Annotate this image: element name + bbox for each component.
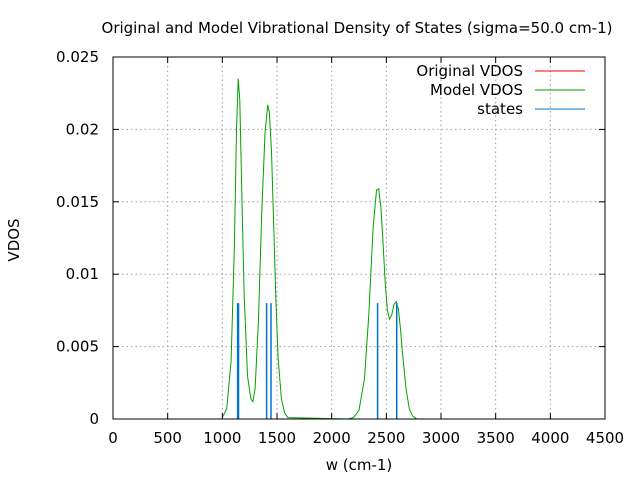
grid [113,57,605,419]
chart-title: Original and Model Vibrational Density o… [102,19,613,37]
x-tick-label: 4000 [531,429,569,447]
y-axis-label: VDOS [5,218,23,261]
plot-frame [112,56,606,420]
y-tick-label: 0.005 [56,338,99,356]
x-tick-label: 0 [108,429,118,447]
y-tick-labels: 0 0.005 0.01 0.015 0.02 0.025 [56,48,99,428]
y-tick-label: 0.01 [66,265,99,283]
x-tick-label: 2500 [367,429,405,447]
legend-label: Model VDOS [430,81,523,99]
x-tick-label: 4500 [586,429,624,447]
y-tick-label: 0.02 [66,120,99,138]
legend-label: Original VDOS [416,62,523,80]
series-line-model-vdos [221,78,418,420]
x-tick-label: 2000 [313,429,351,447]
x-tick-label: 3500 [477,429,515,447]
x-tick-label: 500 [153,429,182,447]
x-tick-labels: 0 500 1000 1500 2000 2500 3000 3500 4000 4500 [108,429,624,447]
legend-label: states [477,100,523,118]
y-tick-label: 0.025 [56,48,99,66]
x-tick-label: 3000 [422,429,460,447]
plot-area [221,78,418,420]
x-tick-label: 1500 [258,429,296,447]
y-tick-label: 0.015 [56,193,99,211]
x-tick-label: 1000 [203,429,241,447]
y-tick-label: 0 [89,410,99,428]
ticks [112,56,606,420]
x-axis-label: w (cm-1) [326,456,393,474]
